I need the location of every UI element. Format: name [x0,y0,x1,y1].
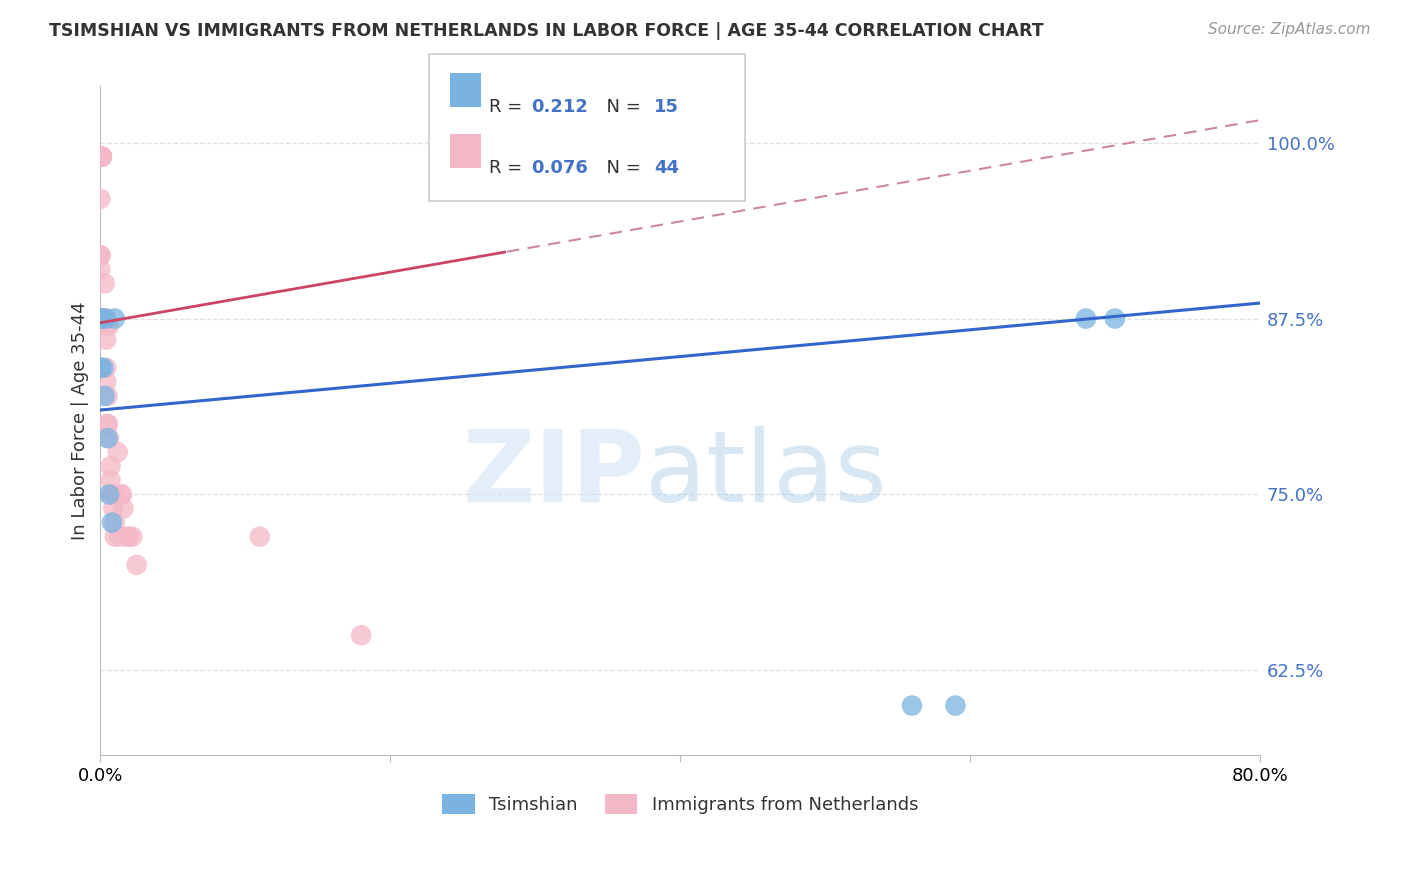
Point [98,431,121,445]
Point [94,333,117,347]
Text: N =: N = [595,159,647,177]
Point [93,389,115,403]
Point [108,530,131,544]
Point [901,698,924,713]
Text: 44: 44 [654,159,679,177]
Point [91,311,114,326]
Point [121,530,143,544]
Point [104,516,127,530]
Point [249,530,271,544]
Point [89,192,111,206]
Point [94,360,117,375]
Point [89,248,111,262]
Point [93,311,115,326]
Point [100,459,122,474]
Point [350,628,373,642]
Point [97,417,120,431]
Point [945,698,967,713]
Point [115,530,138,544]
Point [91,311,114,326]
Point [97,431,120,445]
Point [101,487,124,501]
Text: N =: N = [595,98,647,116]
Point [93,277,115,291]
Point [89,262,111,277]
Point [101,487,124,501]
Point [97,417,120,431]
Point [104,311,127,326]
Point [90,150,112,164]
Point [89,150,111,164]
Point [125,558,148,572]
Point [89,311,111,326]
Point [94,311,117,326]
Legend: Tsimshian, Immigrants from Netherlands: Tsimshian, Immigrants from Netherlands [434,787,925,822]
Point [98,318,121,333]
Point [90,150,112,164]
Point [118,530,141,544]
Point [100,474,122,488]
Text: R =: R = [489,159,529,177]
Text: 0.076: 0.076 [531,159,588,177]
Point [112,501,135,516]
Point [101,516,124,530]
Point [90,150,112,164]
Point [89,311,111,326]
Point [104,530,127,544]
Point [103,487,125,501]
Point [94,318,117,333]
Text: Source: ZipAtlas.com: Source: ZipAtlas.com [1208,22,1371,37]
Text: ZIP: ZIP [463,425,645,523]
Point [94,375,117,389]
Point [98,487,121,501]
Text: 15: 15 [654,98,679,116]
Point [89,360,111,375]
Point [93,311,115,326]
Point [90,150,112,164]
Point [89,248,111,262]
Text: TSIMSHIAN VS IMMIGRANTS FROM NETHERLANDS IN LABOR FORCE | AGE 35-44 CORRELATION : TSIMSHIAN VS IMMIGRANTS FROM NETHERLANDS… [49,22,1043,40]
Text: 0.212: 0.212 [531,98,588,116]
Point [89,311,111,326]
Y-axis label: In Labor Force | Age 35-44: In Labor Force | Age 35-44 [72,301,89,540]
Point [91,311,114,326]
Point [110,487,132,501]
Point [97,389,120,403]
Point [103,501,125,516]
Point [107,445,129,459]
Text: atlas: atlas [645,425,887,523]
Point [91,360,114,375]
Point [1074,311,1097,326]
Text: R =: R = [489,98,529,116]
Point [91,311,114,326]
Point [1104,311,1126,326]
Point [111,487,134,501]
